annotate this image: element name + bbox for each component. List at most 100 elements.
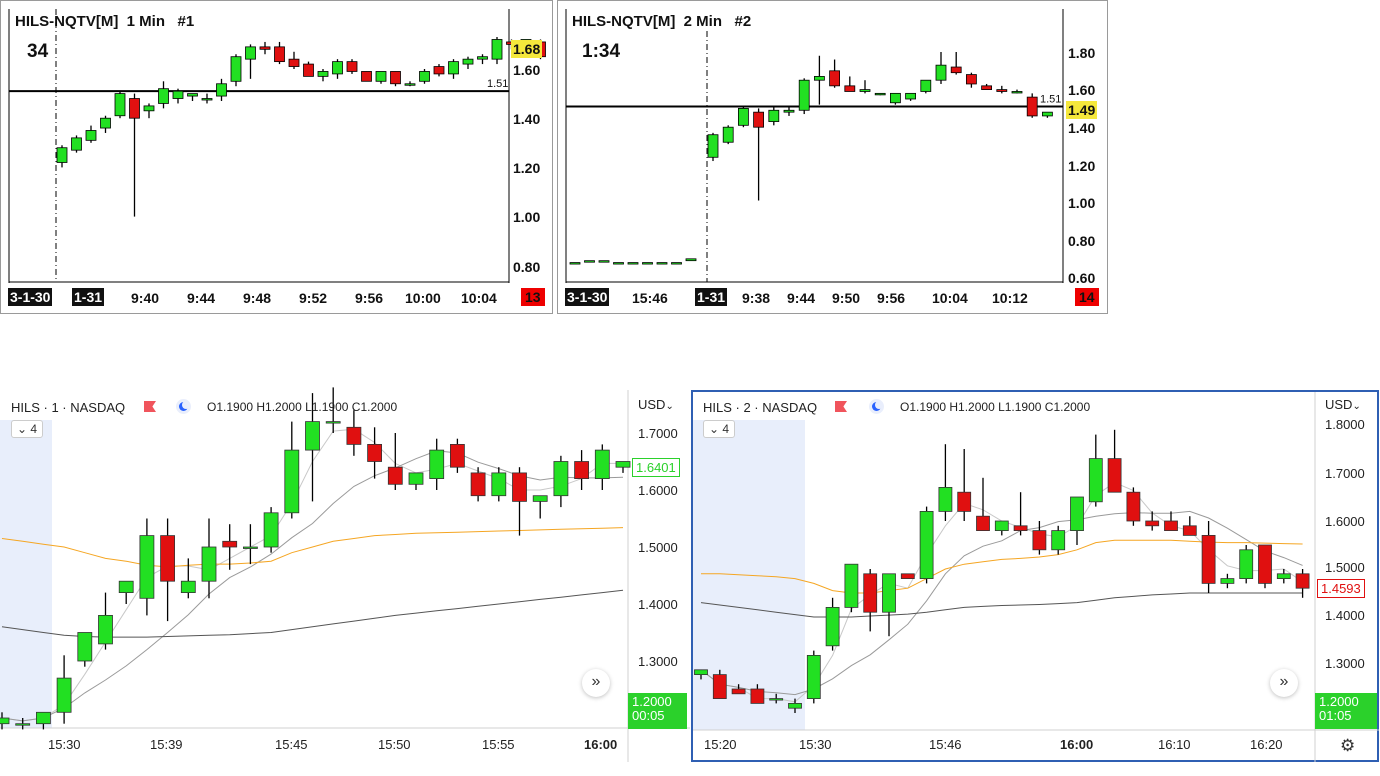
session-badge: 1-31 bbox=[695, 288, 728, 306]
x-label: 10:00 bbox=[405, 290, 441, 306]
y-label: 1.6000 bbox=[638, 483, 678, 498]
x-label: 9:44 bbox=[187, 290, 216, 306]
moon-icon[interactable] bbox=[176, 399, 191, 414]
candlestick-plot[interactable] bbox=[693, 392, 1379, 762]
indicators-toggle-button[interactable]: ⌄ 4 bbox=[703, 420, 736, 438]
symbol-name[interactable]: HILS · 1 · NASDAQ bbox=[11, 400, 126, 415]
x-label: 15:30 bbox=[48, 737, 81, 752]
x-label: 16:10 bbox=[1158, 737, 1191, 752]
flag-icon[interactable] bbox=[835, 401, 847, 412]
candlestick-plot[interactable] bbox=[0, 387, 690, 762]
y-label: 1.60 bbox=[513, 62, 541, 78]
candle bbox=[615, 461, 631, 468]
candle bbox=[284, 449, 300, 514]
candle bbox=[387, 466, 403, 485]
candle bbox=[15, 723, 31, 726]
candle bbox=[569, 262, 581, 265]
candle bbox=[788, 702, 802, 709]
y-label: 1.4000 bbox=[1325, 608, 1365, 623]
ohlc-values: O1.1900 H1.2000 L1.1900 C1.2000 bbox=[900, 400, 1091, 414]
moving-average-line bbox=[700, 592, 1303, 618]
candle bbox=[1041, 111, 1053, 117]
chart-panel-2min[interactable]: HILS-NQTV[M] 2 Min #2 1:34 1.51 1.80 1.6… bbox=[557, 0, 1108, 314]
x-label: 15:46 bbox=[929, 737, 962, 752]
candle bbox=[1126, 491, 1141, 522]
candle bbox=[346, 426, 362, 445]
currency-selector[interactable]: USD⌄ bbox=[1325, 397, 1361, 412]
flag-icon[interactable] bbox=[144, 401, 156, 412]
candle bbox=[768, 109, 780, 122]
candle bbox=[100, 117, 111, 129]
candle bbox=[346, 61, 358, 72]
candle bbox=[950, 66, 962, 74]
symbol-legend[interactable]: HILS · 2 · NASDAQ bbox=[703, 400, 817, 415]
tv-chart-panel-1[interactable]: HILS · 1 · NASDAQ O1.1900 H1.2000 L1.190… bbox=[0, 387, 690, 762]
big-label: 34 bbox=[27, 41, 49, 62]
candle bbox=[1295, 573, 1310, 589]
candle bbox=[712, 674, 727, 700]
y-label: 1.60 bbox=[1068, 82, 1096, 98]
session-start-badge: 3-1-30 bbox=[8, 288, 53, 306]
candle bbox=[905, 92, 917, 100]
moving-average-line bbox=[700, 510, 1303, 696]
scroll-to-realtime-button[interactable]: » bbox=[1270, 669, 1298, 697]
y-label: 0.80 bbox=[1068, 233, 1096, 249]
currency-selector[interactable]: USD⌄ bbox=[638, 397, 674, 412]
candle bbox=[750, 688, 765, 704]
candlestick-plot[interactable]: 1.51 bbox=[1, 1, 554, 315]
candle bbox=[642, 262, 653, 265]
candle bbox=[829, 70, 841, 87]
candle bbox=[448, 61, 459, 75]
y-label: 0.80 bbox=[513, 259, 541, 275]
chevron-down-icon: ⌄ bbox=[1352, 401, 1361, 412]
candle bbox=[532, 495, 548, 502]
candle bbox=[574, 461, 589, 480]
chevron-down-icon: ⌄ bbox=[709, 422, 720, 436]
indicators-toggle-button[interactable]: ⌄ 4 bbox=[11, 420, 44, 438]
last-price-tag: 1.6401 bbox=[632, 458, 680, 477]
ohlc-values: O1.1900 H1.2000 L1.1900 C1.2000 bbox=[207, 400, 398, 414]
tv-chart-panel-2[interactable]: HILS · 2 · NASDAQ O1.1900 H1.2000 L1.190… bbox=[691, 390, 1379, 762]
candle bbox=[1145, 520, 1160, 527]
candle bbox=[1107, 458, 1122, 493]
y-label: 1.80 bbox=[1068, 45, 1096, 61]
candlestick-plot[interactable]: 1.51 bbox=[558, 1, 1109, 315]
y-label: 1.00 bbox=[513, 209, 541, 225]
gear-icon[interactable]: ⚙ bbox=[1340, 736, 1356, 755]
candle bbox=[85, 130, 97, 141]
last-price-tag: 1.68 bbox=[511, 40, 543, 58]
last-price-tag: 1.4593 bbox=[1317, 579, 1365, 598]
candle bbox=[288, 58, 300, 67]
candle bbox=[1182, 525, 1197, 536]
candle bbox=[404, 83, 416, 86]
candle bbox=[859, 89, 871, 92]
candle bbox=[201, 98, 213, 101]
x-label: 15:20 bbox=[704, 737, 737, 752]
x-label: 9:56 bbox=[355, 290, 384, 306]
candle bbox=[187, 93, 198, 97]
candle bbox=[996, 89, 1008, 92]
candle bbox=[707, 134, 719, 158]
candle bbox=[882, 573, 896, 613]
candle bbox=[429, 449, 445, 479]
x-label: 9:50 bbox=[832, 290, 861, 306]
candle bbox=[874, 92, 886, 96]
candle bbox=[367, 444, 383, 462]
candle bbox=[361, 71, 372, 82]
moving-average-line bbox=[1, 589, 624, 638]
candle bbox=[722, 126, 734, 143]
candle bbox=[919, 511, 934, 579]
symbol-legend[interactable]: HILS · 1 · NASDAQ bbox=[11, 400, 125, 415]
candle bbox=[230, 56, 242, 82]
candle bbox=[1013, 525, 1028, 532]
symbol-name[interactable]: HILS · 2 · NASDAQ bbox=[703, 400, 818, 415]
candle bbox=[512, 472, 527, 502]
y-label: 1.20 bbox=[1068, 158, 1096, 174]
moon-icon[interactable] bbox=[869, 399, 884, 414]
candle bbox=[1201, 534, 1216, 584]
candle bbox=[938, 487, 953, 512]
candle bbox=[491, 472, 507, 497]
y-label: 1.3000 bbox=[638, 654, 678, 669]
chart-panel-1min[interactable]: HILS-NQTV[M] 1 Min #1 34 1.51 1.68 1.60 … bbox=[0, 0, 553, 314]
scroll-to-realtime-button[interactable]: » bbox=[582, 669, 610, 697]
